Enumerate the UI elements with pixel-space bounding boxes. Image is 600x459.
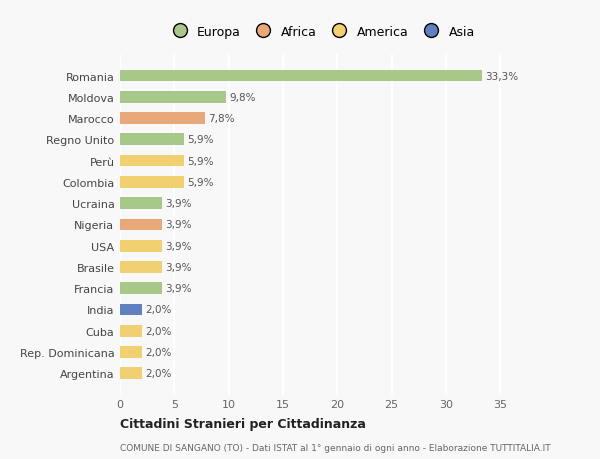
Bar xyxy=(120,156,184,167)
Bar xyxy=(120,368,142,379)
Legend: Europa, Africa, America, Asia: Europa, Africa, America, Asia xyxy=(162,21,480,44)
Bar xyxy=(120,177,184,188)
Text: 5,9%: 5,9% xyxy=(187,156,214,166)
Bar xyxy=(120,92,226,103)
Text: 9,8%: 9,8% xyxy=(230,93,256,102)
Text: 3,9%: 3,9% xyxy=(166,220,192,230)
Bar xyxy=(120,325,142,337)
Text: 3,9%: 3,9% xyxy=(166,241,192,251)
Text: 33,3%: 33,3% xyxy=(485,71,518,81)
Text: 2,0%: 2,0% xyxy=(145,347,172,357)
Text: 3,9%: 3,9% xyxy=(166,199,192,209)
Bar xyxy=(120,71,482,82)
Text: 5,9%: 5,9% xyxy=(187,178,214,187)
Bar xyxy=(120,134,184,146)
Bar xyxy=(120,304,142,316)
Bar xyxy=(120,113,205,125)
Bar xyxy=(120,347,142,358)
Bar xyxy=(120,219,163,231)
Bar xyxy=(120,241,163,252)
Text: 3,9%: 3,9% xyxy=(166,263,192,272)
Text: 3,9%: 3,9% xyxy=(166,284,192,294)
Bar xyxy=(120,198,163,209)
Text: 2,0%: 2,0% xyxy=(145,369,172,379)
Text: Cittadini Stranieri per Cittadinanza: Cittadini Stranieri per Cittadinanza xyxy=(120,417,366,430)
Bar xyxy=(120,262,163,273)
Text: 2,0%: 2,0% xyxy=(145,305,172,315)
Bar xyxy=(120,283,163,294)
Text: 5,9%: 5,9% xyxy=(187,135,214,145)
Text: 7,8%: 7,8% xyxy=(208,114,235,124)
Text: COMUNE DI SANGANO (TO) - Dati ISTAT al 1° gennaio di ogni anno - Elaborazione TU: COMUNE DI SANGANO (TO) - Dati ISTAT al 1… xyxy=(120,443,551,452)
Text: 2,0%: 2,0% xyxy=(145,326,172,336)
